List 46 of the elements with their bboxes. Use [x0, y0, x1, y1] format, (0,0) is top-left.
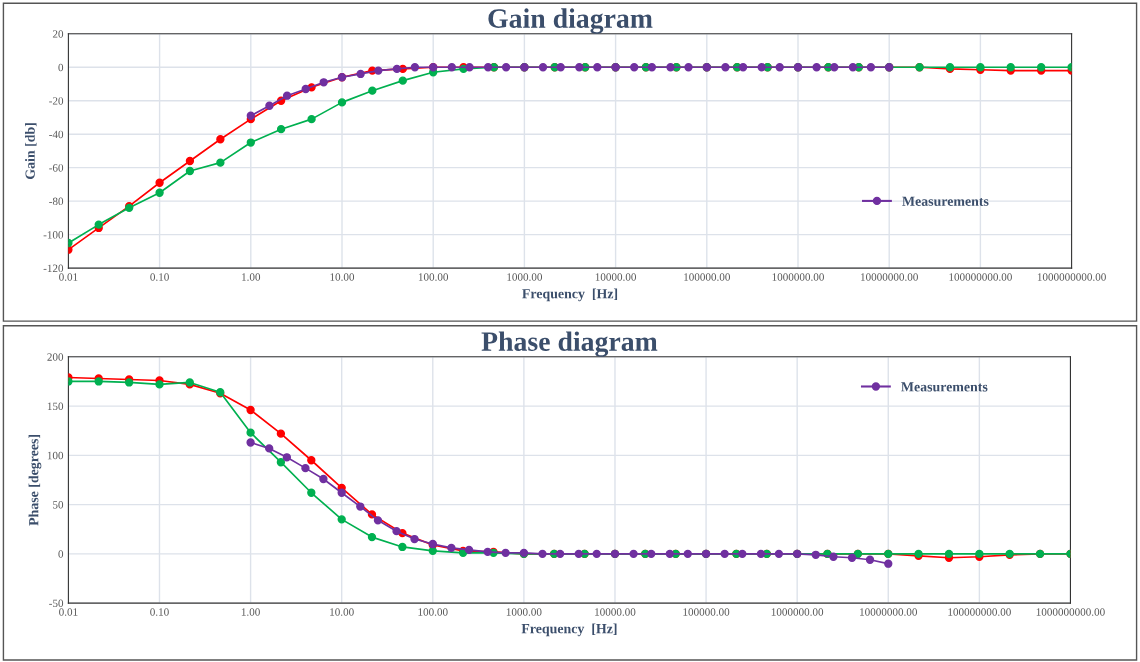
x-tick-label: 100000.00 — [684, 273, 730, 281]
x-tick-label: 1000.00 — [507, 273, 543, 281]
x-tick-label: 10000.00 — [595, 608, 636, 616]
x-tick-label: 10.00 — [330, 608, 354, 616]
x-tick-label: 10000.00 — [595, 273, 637, 281]
x-tick-label: 1000000.00 — [771, 608, 824, 616]
x-tick-label: 100.00 — [418, 273, 449, 281]
x-tick-label: 1.00 — [241, 608, 260, 616]
x-tick-label: 100000.00 — [683, 608, 730, 616]
x-tick-label: 0.01 — [59, 608, 78, 616]
y-tick-label: 20 — [52, 30, 64, 38]
x-tick-label: 100000000.00 — [949, 273, 1012, 281]
y-tick-label: 0 — [58, 63, 64, 72]
x-tick-label: 1000.00 — [506, 608, 542, 616]
x-axis-title: Frequency [Hz] — [522, 288, 618, 302]
y-tick-label: -100 — [43, 231, 64, 239]
y-tick-label: 50 — [53, 501, 64, 509]
y-tick-label: -20 — [49, 97, 64, 105]
legend-label: Measurements — [902, 196, 989, 206]
y-tick-label: -40 — [49, 130, 64, 139]
x-axis-title: Frequency [Hz] — [521, 623, 617, 637]
chart-title: Gain diagram — [488, 8, 653, 34]
y-axis-title: Gain [db] — [25, 123, 37, 180]
x-tick-label: 1000000000.00 — [1036, 608, 1105, 616]
y-tick-label: 200 — [47, 353, 64, 361]
y-tick-label: 100 — [47, 451, 64, 460]
y-axis-title: Phase [degrees] — [28, 435, 42, 526]
y-tick-label: 0 — [58, 550, 64, 558]
chart-title: Phase diagram — [481, 331, 658, 357]
x-tick-label: 10000000.00 — [861, 273, 918, 281]
y-tick-label: -120 — [43, 264, 64, 273]
x-tick-label: 10000000.00 — [860, 608, 918, 616]
x-tick-label: 100.00 — [418, 608, 448, 616]
y-tick-label: -60 — [49, 164, 64, 172]
y-tick-label: 150 — [47, 402, 64, 411]
y-tick-label: -50 — [49, 599, 64, 608]
x-tick-label: 10.00 — [330, 273, 355, 281]
x-tick-label: 0.10 — [150, 273, 169, 281]
x-tick-label: 0.10 — [150, 608, 169, 616]
legend-label: Measurements — [901, 382, 988, 392]
x-tick-label: 1000000000.00 — [1037, 273, 1106, 281]
x-tick-label: 1.00 — [242, 273, 261, 281]
x-tick-label: 1000000.00 — [772, 273, 824, 281]
y-tick-label: -80 — [49, 197, 64, 206]
x-tick-label: 0.01 — [59, 273, 78, 281]
x-tick-label: 100000000.00 — [948, 608, 1011, 616]
